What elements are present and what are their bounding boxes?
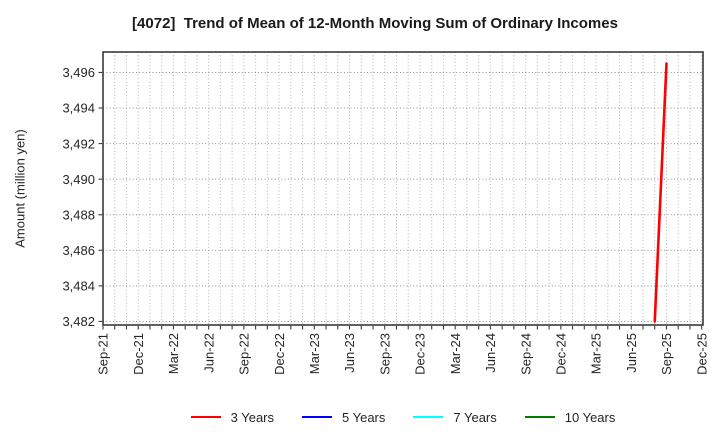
legend-item-7-years: 7 Years [413,409,497,425]
y-tick-marks [98,71,103,322]
y-tick-label: 3,488 [62,207,95,222]
x-tick-label: Sep-21 [96,333,111,375]
legend-label: 3 Years [230,409,274,425]
legend-label: 7 Years [453,409,497,425]
horizontal-gridlines [103,71,703,322]
y-tick-label: 3,492 [62,136,95,151]
y-axis-label: Amount (million yen) [13,129,28,248]
legend-line-icon [190,416,221,418]
x-tick-label: Mar-23 [307,333,322,374]
legend-line-icon [302,416,332,418]
x-tick-label: Jun-25 [624,333,639,373]
y-tick-label: 3,486 [62,243,95,258]
y-tick-label: 3,496 [62,65,95,80]
y-tick-labels: 3,482 3,484 3,486 3,488 3,490 3,492 3,494 3,496 [62,65,95,329]
y-tick-label: 3,490 [62,172,95,187]
x-tick-label: Dec-21 [131,333,146,375]
legend-item-3-years: 3 Years [190,409,274,425]
x-tick-label: Dec-23 [413,333,428,375]
x-tick-label: Dec-22 [272,333,287,375]
legend-label: 5 Years [342,409,386,425]
legend-line-icon [524,416,555,418]
chart-title: [4072] Trend of Mean of 12-Month Moving … [132,15,618,32]
series-line-3-years [653,62,668,323]
y-tick-label: 3,482 [62,314,95,329]
x-tick-label: Sep-24 [518,333,533,375]
x-tick-label: Jun-22 [201,333,216,373]
y-tick-label: 3,494 [62,101,95,116]
legend-label: 10 Years [564,409,616,425]
x-tick-labels: Sep-21 Dec-21 Mar-22 Jun-22 Sep-22 Dec-22 Mar-… [96,333,710,375]
x-tick-marks [102,325,703,330]
x-tick-label: Jun-24 [483,333,498,373]
x-tick-label: Sep-23 [377,333,392,375]
legend: 3 Years 5 Years 7 Years 10 Years [103,405,703,429]
x-tick-label: Mar-24 [448,333,463,374]
x-tick-label: Mar-25 [589,333,604,374]
legend-item-10-years: 10 Years [524,409,616,425]
x-tick-label: Dec-24 [554,333,569,375]
x-tick-label: Jun-23 [342,333,357,373]
y-tick-label: 3,484 [62,279,95,294]
x-tick-label: Sep-25 [659,333,674,375]
x-tick-label: Sep-22 [237,333,252,375]
plot-border [102,51,704,326]
vertical-gridlines [114,52,703,325]
x-tick-label: Dec-25 [694,333,709,375]
svg-text:Amount (million yen): Amount (million yen) [13,129,28,248]
legend-item-5-years: 5 Years [302,410,385,425]
legend-line-icon [413,416,444,418]
x-tick-label: Mar-22 [166,333,181,374]
